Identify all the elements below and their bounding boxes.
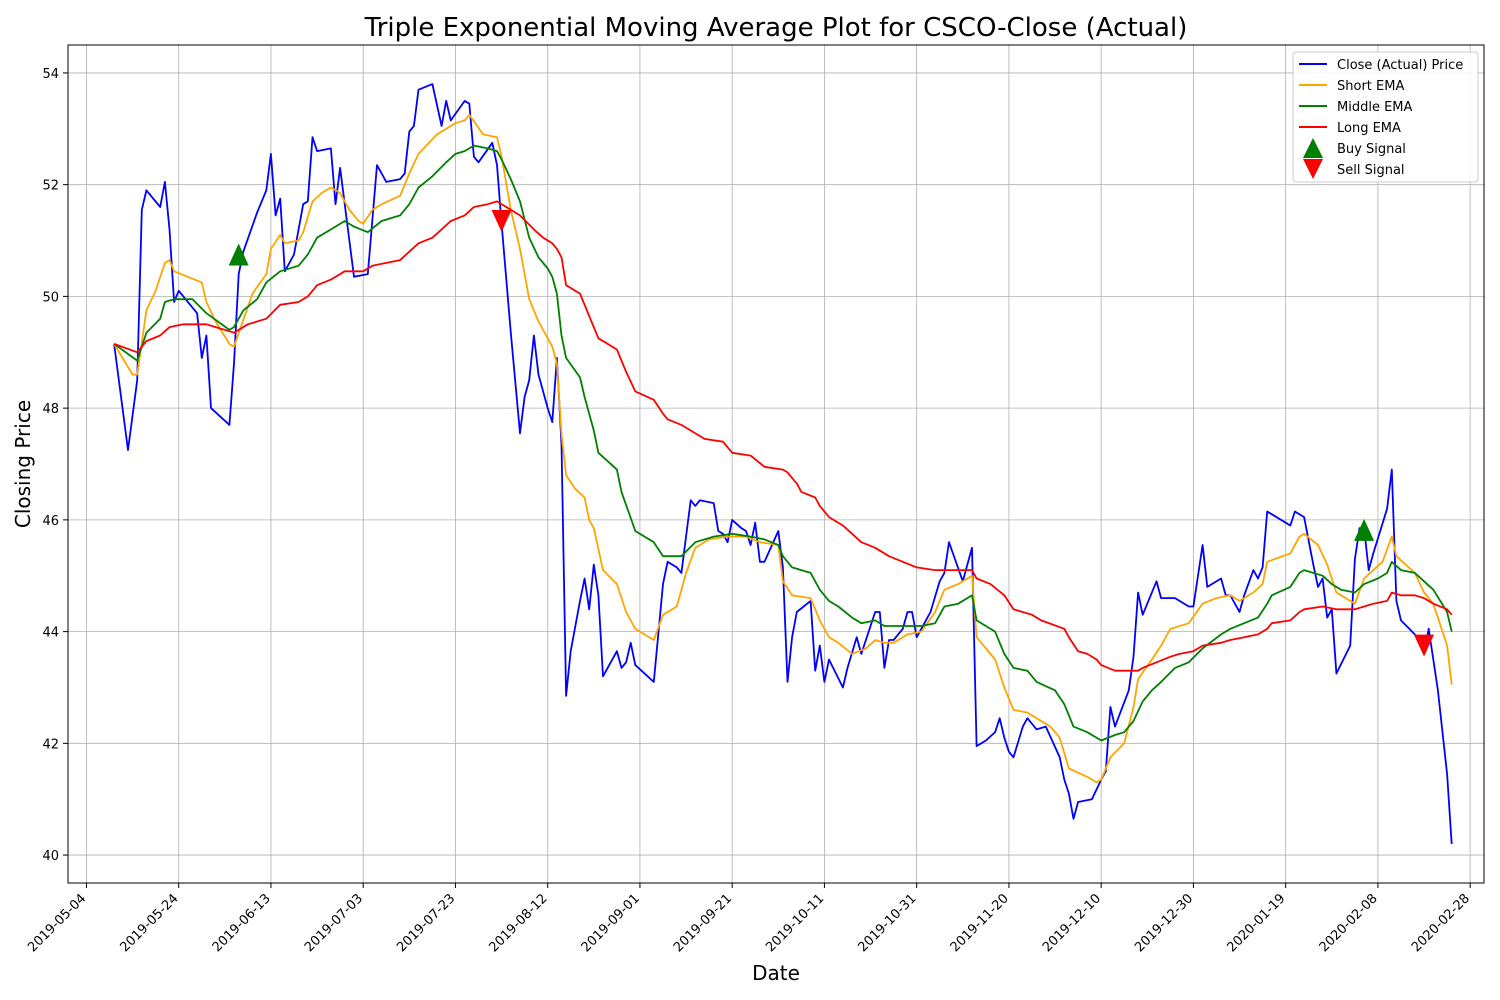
signal-markers bbox=[228, 209, 1435, 657]
y-axis-label: Closing Price bbox=[11, 400, 35, 528]
y-tick-label: 48 bbox=[42, 402, 59, 417]
legend-box bbox=[1292, 51, 1479, 183]
legend-label: Short EMA bbox=[1337, 79, 1404, 94]
y-tick-label: 46 bbox=[42, 514, 59, 529]
series-lines bbox=[113, 83, 1453, 844]
x-axis-label: Date bbox=[752, 961, 800, 985]
middle-series-line bbox=[113, 144, 1453, 742]
y-tick-label: 50 bbox=[42, 290, 59, 305]
buy-signal-marker bbox=[1354, 518, 1375, 541]
short-series-line bbox=[113, 113, 1453, 784]
y-tick-label: 42 bbox=[42, 737, 59, 752]
buy-legend-swatch bbox=[1303, 138, 1323, 158]
legend-label: Long EMA bbox=[1337, 121, 1401, 136]
legend: Close (Actual) Price Short EMA Middle EMA L… bbox=[1292, 51, 1479, 183]
plot-frame bbox=[67, 44, 1485, 884]
legend-label: Close (Actual) Price bbox=[1337, 58, 1463, 73]
long-series-line bbox=[113, 200, 1453, 672]
sell-legend-swatch bbox=[1303, 159, 1323, 179]
close-series-line bbox=[113, 83, 1453, 844]
y-axis-ticks: 40 42 44 46 48 50 52 54 bbox=[42, 67, 68, 864]
legend-label: Buy Signal bbox=[1337, 142, 1406, 157]
legend-label: Sell Signal bbox=[1337, 163, 1405, 178]
sell-signal-marker bbox=[1414, 634, 1435, 657]
grid bbox=[68, 45, 1484, 883]
sell-signal-marker bbox=[491, 209, 512, 232]
legend-label: Middle EMA bbox=[1337, 100, 1413, 115]
y-tick-label: 44 bbox=[42, 626, 59, 641]
buy-signal-marker bbox=[228, 243, 249, 266]
y-tick-label: 54 bbox=[42, 67, 59, 82]
y-tick-label: 52 bbox=[42, 179, 59, 194]
y-tick-label: 40 bbox=[42, 849, 59, 864]
chart-title: Triple Exponential Moving Average Plot f… bbox=[364, 13, 1188, 43]
